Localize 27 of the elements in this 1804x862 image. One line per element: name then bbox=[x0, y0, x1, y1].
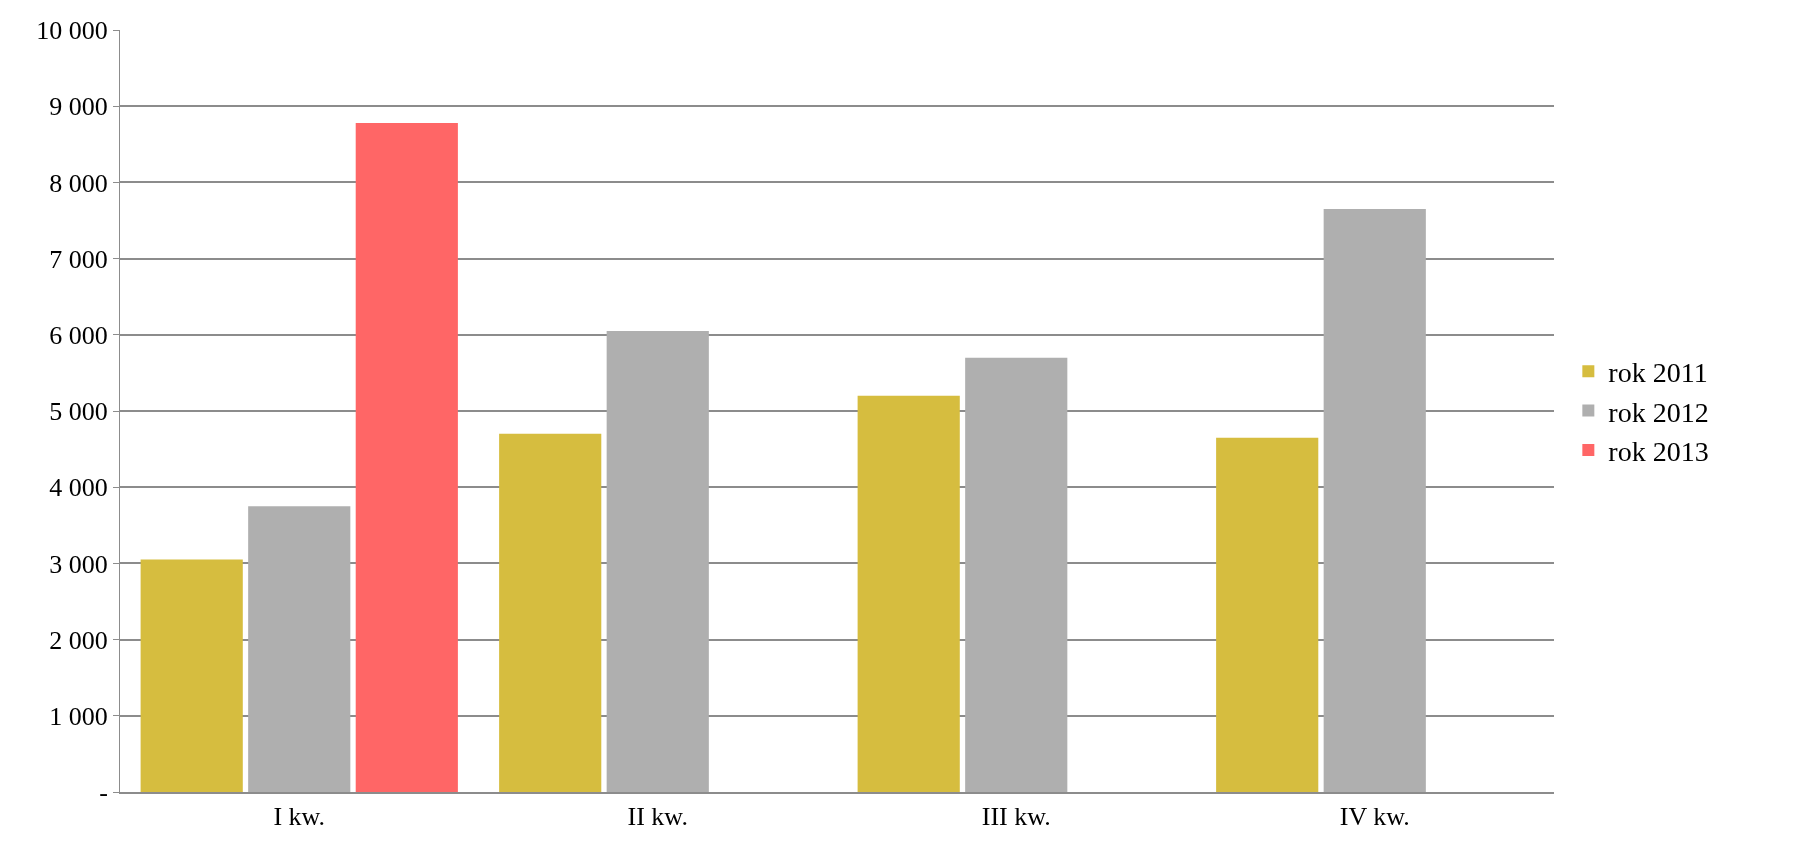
y-tick-label: - bbox=[99, 778, 108, 808]
y-tick-label: 9 000 bbox=[49, 92, 108, 122]
y-tick-label: 6 000 bbox=[49, 320, 108, 350]
legend-label: rok 2013 bbox=[1608, 435, 1709, 467]
x-tick-label: II kw. bbox=[627, 802, 688, 832]
bar bbox=[606, 330, 709, 792]
y-tick-label: 2 000 bbox=[49, 625, 108, 655]
y-tick-label: 8 000 bbox=[49, 168, 108, 198]
legend-label: rok 2011 bbox=[1608, 357, 1708, 389]
y-tick-label: 5 000 bbox=[49, 397, 108, 427]
bar bbox=[248, 506, 351, 792]
x-tick-label: IV kw. bbox=[1339, 802, 1410, 832]
bar bbox=[965, 357, 1068, 792]
bar bbox=[499, 433, 602, 792]
bar bbox=[140, 559, 243, 792]
bar bbox=[857, 395, 960, 792]
x-tick-label: III kw. bbox=[981, 802, 1051, 832]
bar bbox=[1323, 209, 1426, 792]
y-tick-label: 1 000 bbox=[49, 701, 108, 731]
legend-label: rok 2012 bbox=[1608, 396, 1709, 428]
y-tick-label: 4 000 bbox=[49, 473, 108, 503]
y-tick-label: 7 000 bbox=[49, 244, 108, 274]
bar bbox=[355, 122, 458, 792]
y-tick-label: 3 000 bbox=[49, 549, 108, 579]
x-tick-label: I kw. bbox=[273, 802, 326, 832]
y-tick-label: 10 000 bbox=[36, 16, 108, 46]
bar bbox=[1216, 437, 1319, 792]
